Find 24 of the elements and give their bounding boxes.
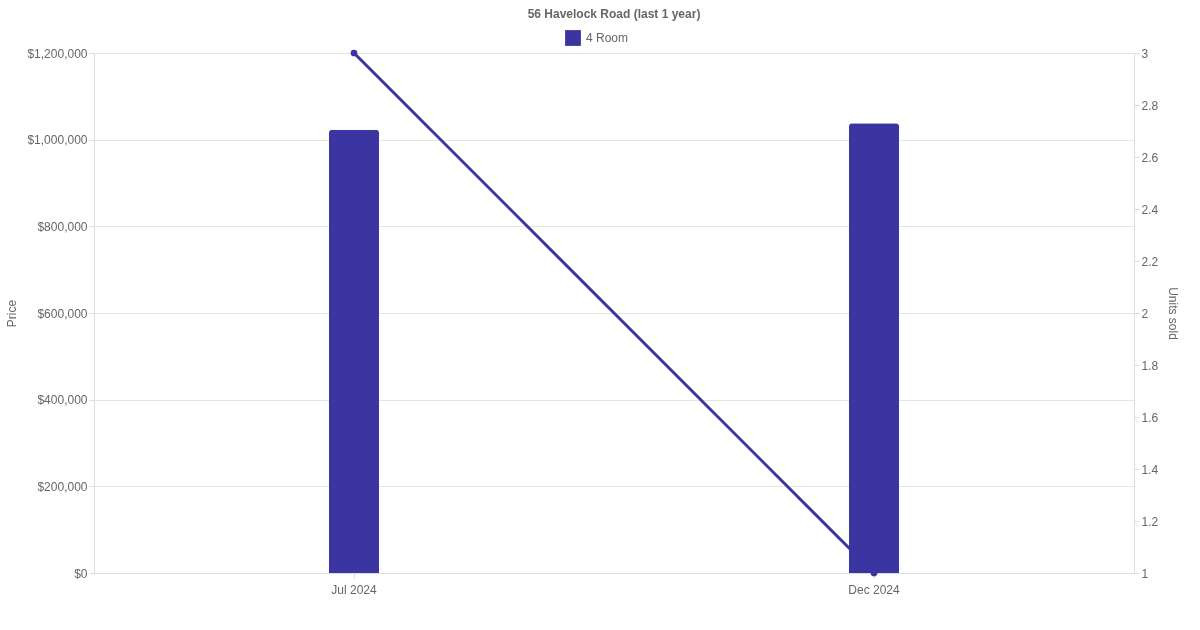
y2-tick-label: 1.2 — [1141, 514, 1159, 529]
y2-tick-label: 2.8 — [1141, 98, 1159, 113]
y2-axis-title: Units sold — [1166, 287, 1181, 340]
x-tick-label: Jul 2024 — [331, 582, 378, 597]
x-tick-label: Dec 2024 — [848, 582, 901, 597]
y-tick-label: $200,000 — [37, 479, 88, 494]
y-tick-label: $400,000 — [37, 393, 88, 408]
y2-tick-label: 1.8 — [1141, 358, 1159, 373]
y2-tick-label: 1.6 — [1141, 410, 1159, 425]
y2-tick-label: 2.4 — [1141, 202, 1159, 217]
y-tick-label: $0 — [74, 566, 88, 581]
y-tick-label: $600,000 — [37, 306, 88, 321]
y-tick-label: $1,000,000 — [27, 133, 88, 148]
y-axis-title: Price — [5, 299, 20, 328]
y2-tick-label: 2.2 — [1141, 254, 1159, 269]
y2-tick-label: 2 — [1141, 306, 1149, 321]
chart-title: 56 Havelock Road (last 1 year) — [527, 7, 701, 21]
y2-tick-label: 1 — [1141, 566, 1149, 581]
legend-label: 4 Room — [586, 31, 629, 45]
y2-tick-label: 3 — [1141, 46, 1149, 61]
y2-tick-label: 1.4 — [1141, 462, 1159, 477]
y-tick-label: $1,200,000 — [27, 46, 88, 61]
y2-tick-label: 2.6 — [1141, 150, 1159, 165]
y-tick-label: $800,000 — [37, 219, 88, 234]
